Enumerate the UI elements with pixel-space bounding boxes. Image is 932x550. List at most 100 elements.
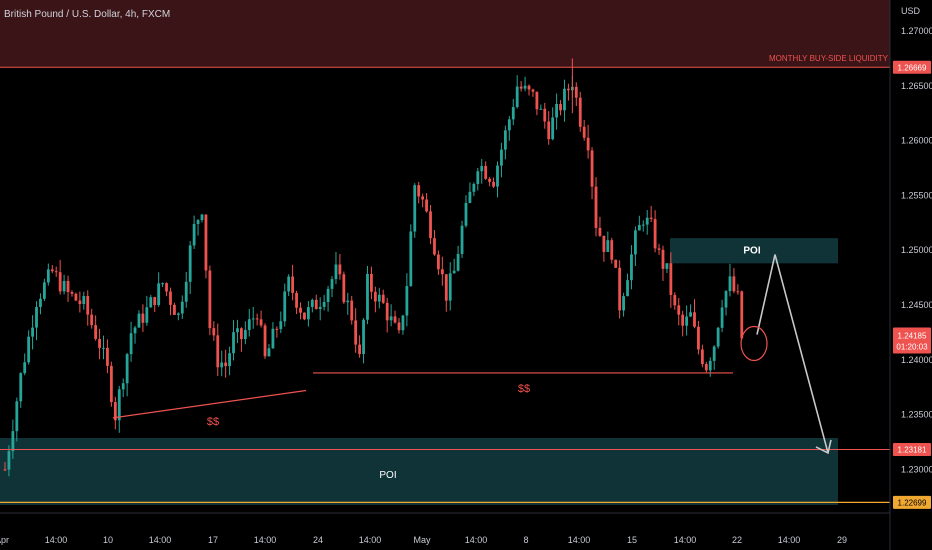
candle bbox=[102, 335, 105, 360]
sellside-right-label: $$ bbox=[518, 383, 530, 395]
candle bbox=[58, 260, 62, 295]
candle bbox=[39, 293, 42, 315]
candle bbox=[594, 177, 598, 237]
time-tick-label: 14:00 bbox=[465, 535, 488, 545]
candle bbox=[310, 298, 314, 313]
poi-zone-upper bbox=[670, 238, 838, 264]
candle bbox=[109, 361, 113, 407]
candle bbox=[448, 262, 452, 311]
candle bbox=[46, 263, 50, 286]
candle bbox=[23, 353, 27, 376]
candle bbox=[303, 312, 306, 321]
time-tick-label: 29 bbox=[837, 535, 847, 545]
candle bbox=[476, 167, 480, 191]
time-tick-label: 24 bbox=[313, 535, 323, 545]
candle bbox=[113, 396, 117, 430]
candle bbox=[409, 224, 413, 287]
projection-arrow bbox=[756, 254, 829, 454]
price-tick-label: 1.26000 bbox=[901, 136, 932, 146]
candle bbox=[531, 88, 535, 97]
candle bbox=[106, 339, 109, 374]
candle bbox=[630, 245, 633, 290]
time-tick-label: 14:00 bbox=[778, 535, 801, 545]
time-tick-label: May bbox=[413, 535, 431, 545]
candle bbox=[247, 308, 251, 337]
candle bbox=[440, 256, 444, 286]
candle bbox=[145, 295, 149, 326]
candle bbox=[373, 286, 377, 313]
candle bbox=[527, 84, 531, 96]
candle bbox=[15, 397, 19, 442]
candle bbox=[484, 161, 488, 180]
candle bbox=[507, 116, 511, 141]
candle bbox=[503, 125, 507, 160]
candle bbox=[161, 282, 164, 288]
candle bbox=[452, 258, 456, 274]
candle bbox=[582, 119, 586, 141]
poi-upper-label: POI bbox=[743, 246, 760, 257]
candle bbox=[224, 349, 228, 378]
candle bbox=[306, 301, 310, 327]
candle bbox=[78, 291, 82, 313]
candle bbox=[133, 325, 137, 344]
candle bbox=[326, 285, 330, 312]
candle bbox=[401, 314, 405, 335]
candle bbox=[704, 361, 708, 373]
candle bbox=[661, 245, 665, 281]
candle bbox=[287, 274, 291, 297]
candle bbox=[665, 263, 669, 273]
poi-price-tag: 1.23181 bbox=[898, 446, 927, 455]
candle bbox=[614, 259, 618, 269]
candle bbox=[350, 295, 354, 325]
candle bbox=[251, 306, 255, 329]
candle bbox=[555, 93, 558, 130]
candle bbox=[626, 273, 629, 297]
time-tick-label: 14:00 bbox=[674, 535, 697, 545]
candle bbox=[728, 263, 732, 297]
candle bbox=[188, 241, 192, 295]
candle bbox=[19, 372, 23, 408]
candle bbox=[551, 107, 555, 141]
last-price-tag-bg bbox=[893, 327, 931, 354]
candle bbox=[291, 264, 295, 301]
candle bbox=[366, 265, 369, 325]
candle bbox=[208, 265, 212, 336]
candle bbox=[413, 183, 417, 238]
poi-price-tag-bg bbox=[893, 443, 931, 457]
candle bbox=[342, 271, 346, 304]
candle bbox=[637, 215, 641, 231]
price-tick-label: 1.24500 bbox=[901, 300, 932, 310]
candle bbox=[86, 290, 90, 326]
time-tick-label: 10 bbox=[103, 535, 113, 545]
candle bbox=[169, 287, 172, 316]
projection-arrow-head bbox=[815, 439, 832, 455]
candle bbox=[724, 290, 728, 316]
candle bbox=[255, 313, 259, 326]
orange-price-tag-bg bbox=[893, 495, 931, 509]
price-tags: 1.26669 1.23181 1.22699 1.24185 01:20:03 bbox=[893, 60, 931, 509]
price-axis[interactable]: 1.27000 1.26500 1.26000 1.25500 1.25000 1.245… bbox=[901, 26, 932, 474]
time-tick-label: 14:00 bbox=[568, 535, 591, 545]
candle bbox=[689, 304, 692, 318]
candle bbox=[697, 320, 700, 355]
candle bbox=[567, 83, 570, 101]
candle bbox=[318, 297, 322, 321]
candle bbox=[82, 291, 86, 310]
candle bbox=[354, 308, 358, 353]
time-tick-label: 17 bbox=[208, 535, 218, 545]
candle bbox=[271, 322, 275, 349]
candle bbox=[700, 344, 704, 368]
candle bbox=[488, 176, 492, 187]
chart-title: British Pound / U.S. Dollar, 4h, FXCM bbox=[4, 9, 170, 20]
candle bbox=[673, 292, 677, 310]
candle bbox=[11, 419, 15, 459]
candle bbox=[456, 245, 460, 272]
candle bbox=[496, 161, 499, 198]
candle bbox=[3, 462, 7, 472]
time-axis[interactable]: Apr 14:00 10 14:00 17 14:00 24 14:00 May 14:00 8 14… bbox=[0, 535, 847, 545]
candle bbox=[602, 235, 606, 262]
candle bbox=[283, 283, 287, 327]
candle bbox=[275, 326, 279, 338]
candle bbox=[153, 296, 157, 313]
